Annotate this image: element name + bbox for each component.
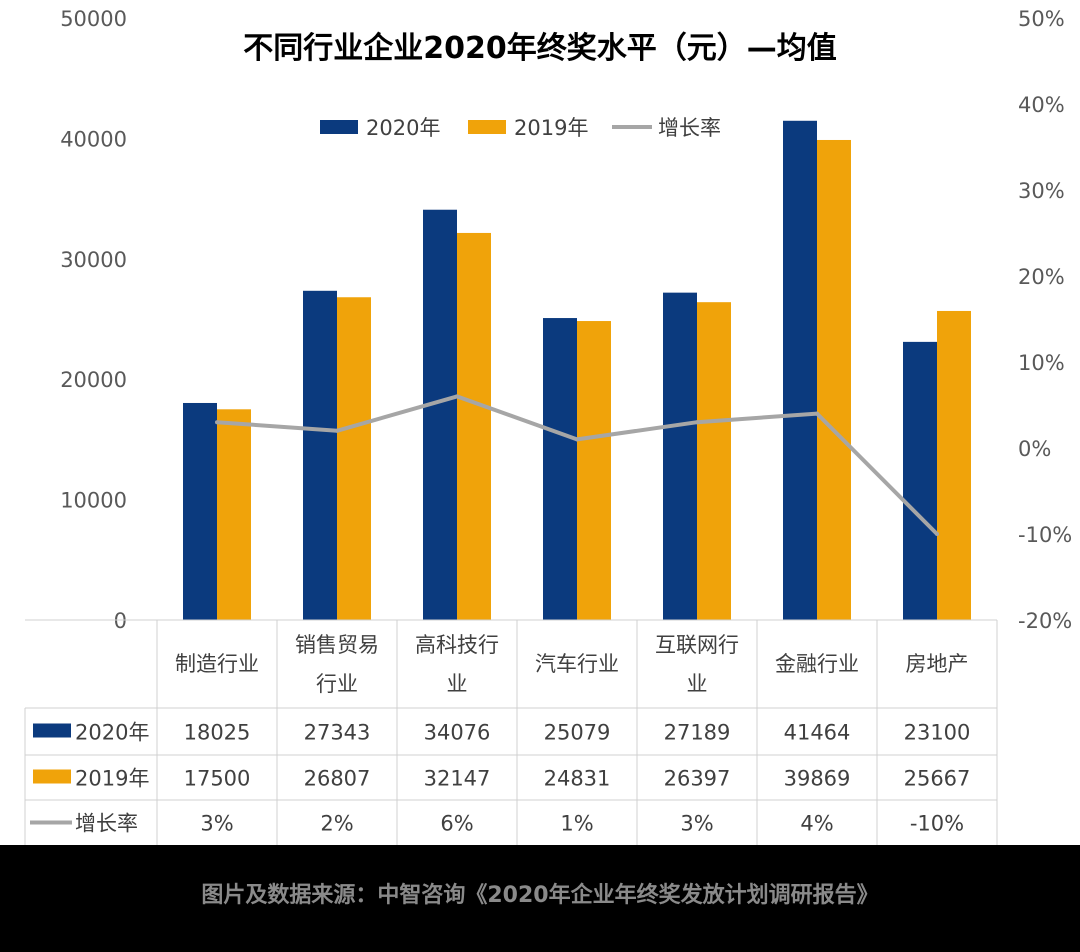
bars — [183, 120, 971, 620]
bar-series2 — [697, 302, 731, 620]
growth-point — [575, 437, 579, 442]
legend: 2020年 2019年 增长率 — [320, 116, 721, 140]
table-cell-value: 34076 — [424, 721, 491, 745]
category-label: 房地产 — [906, 652, 969, 676]
bar-series1 — [903, 341, 937, 620]
category-label: 汽车行业 — [535, 652, 619, 676]
growth-point — [815, 411, 819, 416]
category-label: 金融行业 — [775, 652, 859, 676]
bar-series1 — [423, 209, 457, 620]
bar-series2 — [817, 139, 851, 620]
table-cell-value: 41464 — [784, 721, 851, 745]
y2-tick-label: 20% — [1018, 265, 1065, 289]
y-tick-label: 50000 — [60, 7, 127, 31]
growth-point — [935, 532, 939, 536]
table-cell-value: 39869 — [784, 767, 851, 791]
y-tick-label: 30000 — [60, 248, 127, 272]
footer: 图片及数据来源：中智咨询《2020年企业年终奖发放计划调研报告》 — [0, 845, 1080, 952]
table-cell-value: -10% — [910, 812, 964, 836]
table-cell-value: 17500 — [184, 767, 251, 791]
growth-line — [215, 394, 939, 536]
bar-series1 — [303, 290, 337, 620]
table-cell-value: 27189 — [664, 721, 731, 745]
y2-tick-label: 30% — [1018, 179, 1065, 203]
table-cell-value: 1% — [560, 812, 593, 836]
growth-point — [335, 428, 339, 433]
table-row-key — [33, 723, 71, 738]
table-row-key — [33, 769, 71, 784]
table-cell-value: 4% — [800, 812, 833, 836]
y-axis-right: -20% -10% 0% 10% 20% 30% 40% 50% — [1018, 7, 1072, 633]
growth-point — [455, 394, 459, 399]
category-label: 行业 — [316, 672, 358, 696]
legend-label: 2019年 — [514, 116, 588, 140]
legend-swatch — [468, 120, 506, 134]
source-note: 图片及数据来源：中智咨询《2020年企业年终奖发放计划调研报告》 — [201, 883, 879, 908]
bar-series1 — [183, 402, 217, 620]
bar-series2 — [577, 321, 611, 620]
table-row-label: 增长率 — [75, 812, 138, 836]
bar-series2 — [937, 310, 971, 620]
table-row-label: 2019年 — [75, 767, 149, 791]
table-cell-value: 25667 — [904, 767, 971, 791]
table-cell-value: 3% — [680, 812, 713, 836]
category-label: 业 — [687, 672, 708, 696]
table-cell-value: 26397 — [664, 767, 731, 791]
table-cell-value: 27343 — [304, 721, 371, 745]
bar-series1 — [783, 120, 817, 620]
table-cell-value: 18025 — [184, 721, 251, 745]
table-cell-value: 32147 — [424, 767, 491, 791]
bar-series2 — [217, 409, 251, 620]
table-cell-value: 23100 — [904, 721, 971, 745]
category-label: 业 — [447, 672, 468, 696]
y2-tick-label: 0% — [1018, 437, 1051, 461]
y-tick-label: 0 — [114, 609, 127, 633]
y-tick-label: 10000 — [60, 489, 127, 513]
growth-point — [215, 420, 219, 425]
bar-series1 — [543, 318, 577, 620]
y2-tick-label: 10% — [1018, 351, 1065, 375]
table-cell-value: 3% — [200, 812, 233, 836]
growth-point — [695, 420, 699, 425]
category-label: 制造行业 — [175, 652, 259, 676]
category-label: 高科技行 — [415, 633, 499, 657]
category-label: 销售贸易 — [295, 633, 379, 657]
legend-swatch — [320, 120, 358, 134]
table-row-label: 2020年 — [75, 721, 149, 745]
bar-series2 — [457, 232, 491, 620]
chart-title: 不同行业企业2020年终奖水平（元）—均值 — [243, 31, 837, 66]
bar-series2 — [337, 297, 371, 620]
table-cell-value: 2% — [320, 812, 353, 836]
legend-label: 2020年 — [366, 116, 440, 140]
y2-tick-label: -20% — [1018, 609, 1072, 633]
table-cell-value: 24831 — [544, 767, 611, 791]
category-label: 互联网行 — [655, 633, 739, 657]
y2-tick-label: 40% — [1018, 93, 1065, 117]
table-cell-value: 6% — [440, 812, 473, 836]
y2-tick-label: -10% — [1018, 523, 1072, 547]
y-tick-label: 20000 — [60, 368, 127, 392]
table-cell-value: 25079 — [544, 721, 611, 745]
table-cell-value: 26807 — [304, 767, 371, 791]
bar-series1 — [663, 292, 697, 620]
legend-label: 增长率 — [658, 116, 721, 140]
y-tick-label: 40000 — [60, 127, 127, 151]
y-axis-left: 0 10000 20000 30000 40000 50000 — [60, 7, 127, 633]
y2-tick-label: 50% — [1018, 7, 1065, 31]
